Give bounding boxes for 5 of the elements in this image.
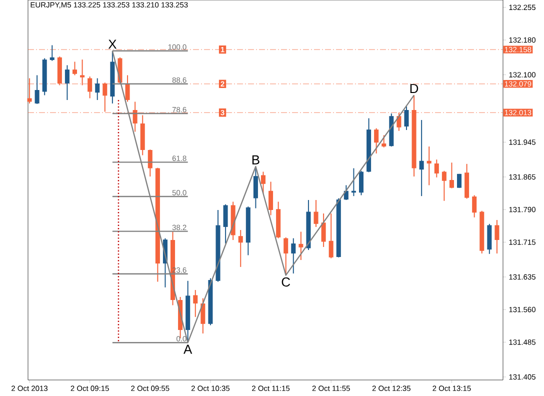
annotation: A <box>184 344 192 354</box>
annotation: B <box>252 155 260 164</box>
annotation: X <box>108 40 117 49</box>
annotation: D <box>410 84 418 94</box>
annotation: C <box>282 277 290 287</box>
